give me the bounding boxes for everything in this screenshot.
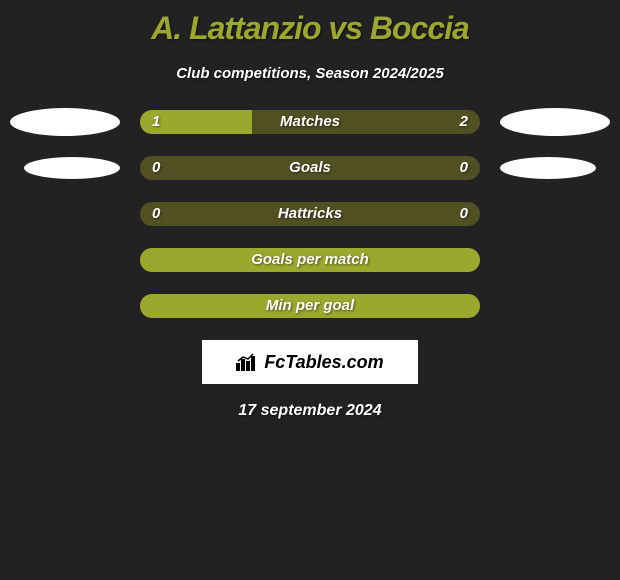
- stat-row: 0 Hattricks 0: [0, 202, 620, 226]
- comparison-subtitle: Club competitions, Season 2024/2025: [0, 65, 620, 82]
- brand-text: FcTables.com: [264, 352, 383, 373]
- stat-row: 0 Goals 0: [0, 156, 620, 180]
- stat-label: Matches: [140, 110, 480, 134]
- stat-bar: 0 Hattricks 0: [140, 202, 480, 226]
- stat-value-right: 0: [460, 202, 468, 226]
- player-oval-right: [500, 157, 596, 179]
- comparison-title: A. Lattanzio vs Boccia: [0, 0, 620, 47]
- stat-value-right: 0: [460, 156, 468, 180]
- stat-bar: Min per goal: [140, 294, 480, 318]
- stats-container: 1 Matches 2 0 Goals 0 0 Hattricks 0 Goal…: [0, 110, 620, 318]
- stat-label: Hattricks: [140, 202, 480, 226]
- chart-icon: [236, 353, 258, 371]
- stat-label: Goals per match: [140, 248, 480, 272]
- stat-value-right: 2: [460, 110, 468, 134]
- date-text: 17 september 2024: [0, 402, 620, 420]
- brand-box: FcTables.com: [202, 340, 418, 384]
- stat-bar: Goals per match: [140, 248, 480, 272]
- player-oval-right: [500, 108, 610, 136]
- stat-row: 1 Matches 2: [0, 110, 620, 134]
- player-oval-left: [10, 108, 120, 136]
- stat-bar: 0 Goals 0: [140, 156, 480, 180]
- stat-row: Goals per match: [0, 248, 620, 272]
- player-oval-left: [24, 157, 120, 179]
- stat-label: Min per goal: [140, 294, 480, 318]
- stat-row: Min per goal: [0, 294, 620, 318]
- stat-label: Goals: [140, 156, 480, 180]
- stat-bar: 1 Matches 2: [140, 110, 480, 134]
